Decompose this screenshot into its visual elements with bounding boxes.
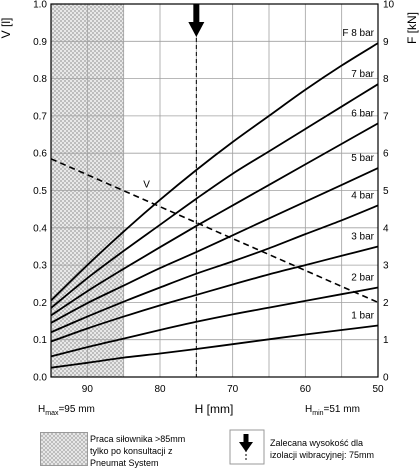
- x-tick-label: 90: [82, 384, 94, 395]
- arrow-head: [188, 22, 205, 37]
- legend-arrow-box: [229, 429, 265, 465]
- y-right-tick-label: 5: [383, 186, 389, 197]
- legend-hatched-swatch: [40, 432, 88, 466]
- force-curve-label: 3 bar: [351, 231, 374, 242]
- y-right-tick-label: 8: [383, 74, 389, 85]
- y-right-tick-label: 1: [383, 335, 389, 346]
- force-curve: [50, 204, 379, 334]
- force-curve-label: 7 bar: [351, 69, 374, 80]
- y-left-tick-label: 0.5: [33, 186, 47, 197]
- force-curve-label: 2 bar: [351, 272, 374, 283]
- x-tick-label: 70: [227, 384, 239, 395]
- y-right-tick-label: 0: [383, 373, 389, 384]
- force-curve: [50, 167, 379, 324]
- x-tick-label: 60: [300, 384, 312, 395]
- x-tick-label: 50: [372, 384, 384, 395]
- y-axis-left-title: V [l]: [0, 18, 13, 39]
- y-left-tick-label: 0.3: [33, 261, 47, 272]
- h-max-label: Hmax=95 mm: [38, 404, 95, 417]
- y-left-tick-label: 0.8: [33, 74, 47, 85]
- force-curve-label: 1 bar: [351, 311, 374, 322]
- y-left-tick-label: 0.0: [33, 373, 47, 384]
- y-left-tick-label: 0.9: [33, 37, 47, 48]
- y-left-tick-label: 0.1: [33, 335, 47, 346]
- y-axis-right-title: F [kN]: [405, 12, 419, 44]
- y-left-tick-label: 0.2: [33, 298, 47, 309]
- y-right-tick-label: 2: [383, 298, 389, 309]
- y-right-tick-label: 4: [383, 223, 389, 234]
- recommended-height-arrow: [188, 4, 205, 37]
- y-right-tick-label: 7: [383, 111, 389, 122]
- y-left-tick-label: 0.4: [33, 223, 47, 234]
- y-right-tick-label: 9: [383, 37, 389, 48]
- legend-arrow-icon: [239, 434, 253, 462]
- y-right-tick-label: 10: [383, 0, 395, 11]
- y-right-tick-label: 6: [383, 149, 389, 160]
- force-curve-label: 5 bar: [351, 153, 374, 164]
- legend-hatched-text: Praca siłownika >85mm tylko po konsultac…: [90, 434, 186, 468]
- tick-labels: 0.0 0.1 0.2 0.3 0.4 0.5 0.6 0.7 0.8 0.9 1.0 0 1 2 3 4 5 6…: [33, 0, 394, 395]
- legend-arrow-text: Zalecana wysokość dla izolacji wibracyjn…: [270, 438, 375, 460]
- h-min-label: Hmin=51 mm: [305, 404, 360, 417]
- volume-line-label: V: [143, 180, 150, 191]
- force-curve: [50, 42, 379, 302]
- y-left-tick-label: 1.0: [33, 0, 47, 11]
- force-curve-label: 4 bar: [351, 190, 374, 201]
- plot-frame: [50, 3, 379, 378]
- force-curve: [50, 324, 379, 369]
- y-left-tick-label: 0.6: [33, 149, 47, 160]
- force-curve: [50, 245, 379, 343]
- x-axis-title: H [mm]: [195, 402, 234, 416]
- force-curve-label: F 8 bar: [342, 28, 374, 39]
- force-curve: [50, 286, 379, 358]
- arrow-shaft: [193, 4, 200, 24]
- y-right-tick-label: 3: [383, 261, 389, 272]
- force-curve: [50, 83, 379, 309]
- force-curve: [50, 122, 379, 317]
- series-layer: 1 bar 2 bar 3 bar 4 bar 5 bar 6 bar 7 bar F 8 b…: [50, 28, 379, 377]
- x-tick-label: 80: [154, 384, 166, 395]
- force-curve-label: 6 bar: [351, 108, 374, 119]
- y-left-tick-label: 0.7: [33, 111, 47, 122]
